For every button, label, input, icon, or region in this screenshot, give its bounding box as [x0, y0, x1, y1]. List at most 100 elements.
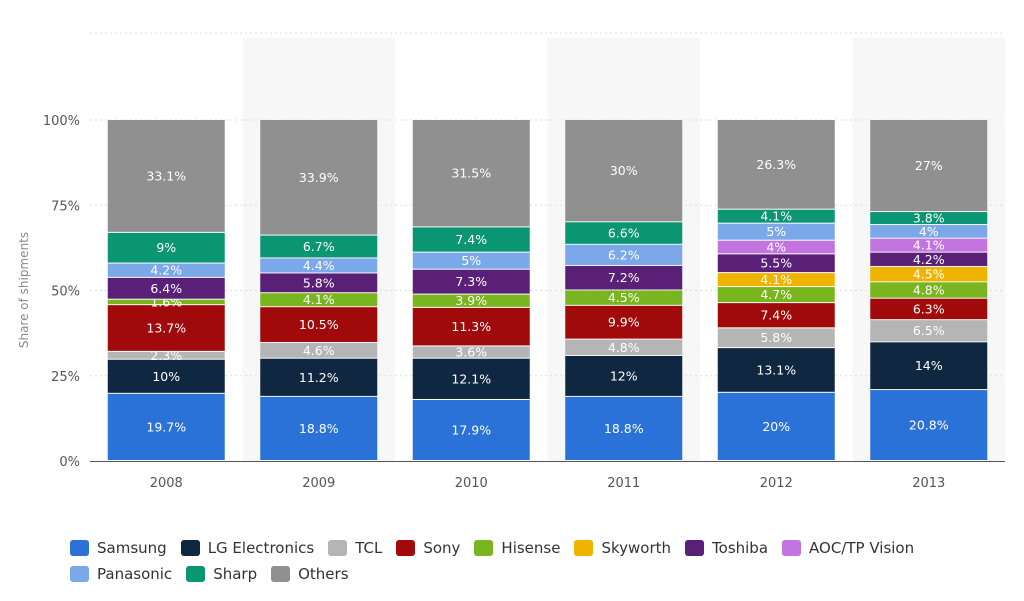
- bar-segment: [717, 392, 835, 460]
- legend-item[interactable]: LG Electronics: [180, 539, 315, 557]
- data-label: 12%: [610, 368, 638, 383]
- data-label: 5.8%: [303, 275, 335, 290]
- bar-segment: [107, 299, 225, 305]
- bar-segment: [870, 298, 988, 320]
- x-tick-label: 2009: [302, 476, 335, 491]
- x-tick-label: 2013: [912, 476, 945, 491]
- legend-swatch: [271, 566, 291, 582]
- data-label: 3.9%: [455, 293, 487, 308]
- bar-segment: [870, 342, 988, 390]
- stacked-bar-chart: 19.7%10%2.3%13.7%1.6%6.4%4.2%9%33.1%18.8…: [17, 32, 1005, 491]
- legend-row: Samsung LG Electronics TCL Sony Hisense Skywo…: [70, 535, 1010, 561]
- bar-segment: [870, 252, 988, 266]
- data-label: 31.5%: [451, 166, 491, 181]
- bar-segment: [412, 399, 530, 460]
- data-label: 6.4%: [150, 281, 182, 296]
- bar-segment: [412, 120, 530, 227]
- data-label: 6.2%: [608, 247, 640, 262]
- x-tick-label: 2010: [455, 476, 488, 491]
- data-label: 4.8%: [913, 283, 945, 298]
- bar-segment: [870, 212, 988, 225]
- data-label: 12.1%: [451, 371, 491, 386]
- data-label: 19.7%: [146, 419, 186, 434]
- legend-swatch: [186, 566, 206, 582]
- legend-item[interactable]: Toshiba: [685, 539, 768, 557]
- bar-segment: [107, 393, 225, 460]
- bar-segment: [565, 120, 683, 222]
- data-label: 17.9%: [451, 422, 491, 437]
- data-label: 4.4%: [303, 258, 335, 273]
- data-label: 13.1%: [756, 362, 796, 377]
- data-label: 26.3%: [756, 157, 796, 172]
- bar-segment: [107, 263, 225, 277]
- legend-label: LG Electronics: [207, 539, 315, 557]
- y-tick-label: 0%: [59, 455, 80, 470]
- data-label: 4.1%: [760, 209, 792, 224]
- bar-segment: [107, 277, 225, 299]
- bar-segment: [717, 120, 835, 209]
- bar-segment: [260, 396, 378, 460]
- bar-segment: [717, 223, 835, 240]
- legend-item[interactable]: TCL: [328, 539, 382, 557]
- data-label: 11.2%: [299, 370, 339, 385]
- data-label: 4.1%: [760, 272, 792, 287]
- bar-segment: [412, 252, 530, 269]
- bar-segment: [717, 209, 835, 223]
- bar-segment: [565, 265, 683, 290]
- legend-item[interactable]: Skyworth: [574, 539, 671, 557]
- bar-segment: [565, 244, 683, 265]
- data-label: 4.2%: [913, 252, 945, 267]
- bar-stack-2010: 17.9% 12.1% 3.6% 11.3% 3.9% 7.3% 5% 7.4% 31.5%: [412, 120, 530, 460]
- bar-segment: [412, 346, 530, 358]
- x-tick-label: 2011: [607, 476, 640, 491]
- data-label: 4%: [919, 224, 939, 239]
- y-tick-label: 50%: [51, 285, 80, 300]
- bar-segment: [412, 294, 530, 307]
- bar-segment: [412, 227, 530, 252]
- legend-item[interactable]: Panasonic: [70, 565, 172, 583]
- legend-item[interactable]: Others: [271, 565, 349, 583]
- data-label: 4.7%: [760, 287, 792, 302]
- bar-segment: [717, 348, 835, 392]
- data-label: 2.3%: [150, 348, 182, 363]
- bar-segment: [870, 120, 988, 212]
- data-label: 6.5%: [913, 323, 945, 338]
- legend-swatch: [685, 540, 705, 556]
- bar-stack-2009: 18.8% 11.2% 4.6% 10.5% 4.1% 5.8% 4.4% 6.7% 33.9%: [260, 120, 378, 460]
- bar-segment: [870, 282, 988, 298]
- bar-segment: [565, 339, 683, 355]
- data-label: 4.1%: [303, 292, 335, 307]
- data-label: 9.9%: [608, 315, 640, 330]
- legend-item[interactable]: AOC/TP Vision: [782, 539, 914, 557]
- bar-stack-2011: 18.8% 12% 4.8% 9.9% 4.5% 7.2% 6.2% 6.6% 30%: [565, 120, 683, 460]
- y-axis-title: Share of shipments: [17, 232, 31, 348]
- bar-segment: [260, 293, 378, 307]
- bar-segment: [565, 396, 683, 460]
- bar-stack-2008: 19.7%10%2.3%13.7%1.6%6.4%4.2%9%33.1%: [107, 120, 225, 460]
- bar-segment: [260, 120, 378, 235]
- data-label: 33.9%: [299, 170, 339, 185]
- bar-segment: [260, 273, 378, 293]
- legend-label: Toshiba: [712, 539, 769, 557]
- legend-swatch: [70, 540, 89, 556]
- legend-swatch: [70, 566, 89, 582]
- data-label: 7.4%: [760, 308, 792, 323]
- data-label: 4.5%: [913, 267, 945, 282]
- legend-item[interactable]: Hisense: [474, 539, 560, 557]
- legend-item[interactable]: Sharp: [186, 565, 257, 583]
- bar-segment: [565, 355, 683, 396]
- data-label: 10%: [152, 369, 180, 384]
- bar-segment: [412, 269, 530, 294]
- data-label: 6.7%: [303, 239, 335, 254]
- bar-segment: [412, 358, 530, 399]
- legend-item[interactable]: Sony: [396, 539, 460, 557]
- data-label: 7.3%: [455, 274, 487, 289]
- bars: 19.7%10%2.3%13.7%1.6%6.4%4.2%9%33.1%18.8…: [107, 120, 988, 460]
- legend-item[interactable]: Samsung: [70, 539, 167, 557]
- data-label: 27%: [915, 158, 943, 173]
- legend-label: Samsung: [97, 539, 167, 557]
- data-label: 5.5%: [760, 256, 792, 271]
- legend-row: Panasonic Sharp Others: [70, 561, 1010, 587]
- bar-segment: [870, 266, 988, 282]
- bar-segment: [717, 254, 835, 273]
